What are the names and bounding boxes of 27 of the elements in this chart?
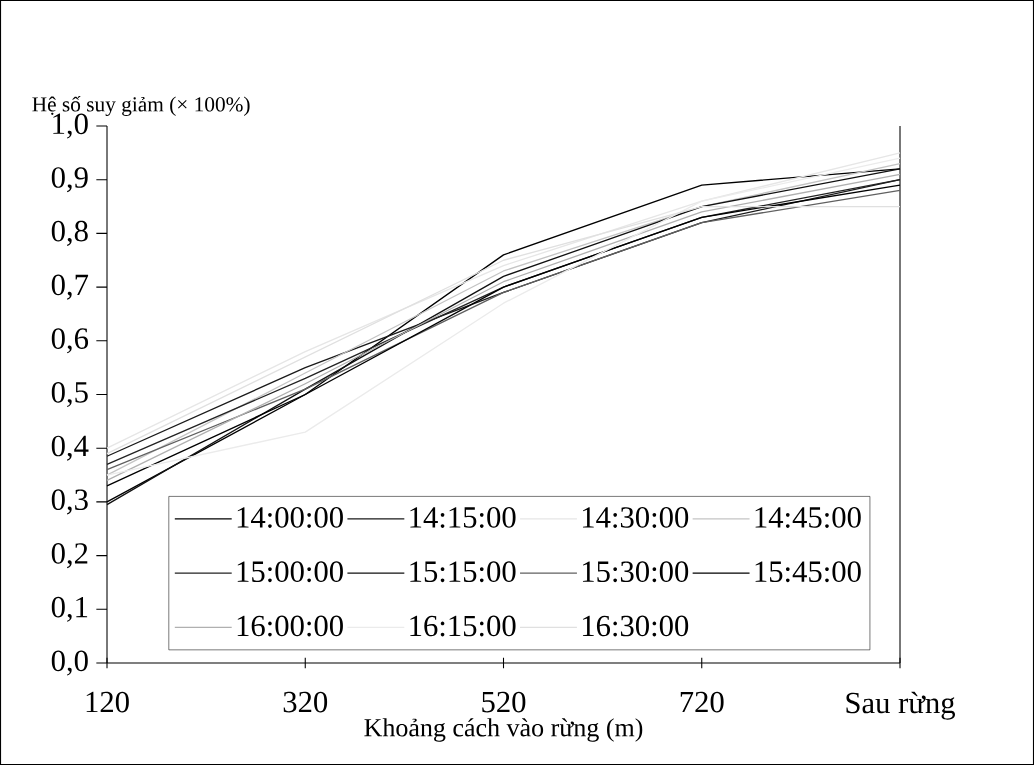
legend-label: 14:15:00 [410,507,516,528]
legend-label: 15:30:00 [582,561,689,583]
legend-label: 16:15:00 [410,615,516,637]
legend-label: 15:45:00 [755,561,861,583]
legend-label: 14:45:00 [755,507,861,528]
x-tick-label: Sau rừng [846,691,956,720]
legend-label: 14:30:00 [582,507,689,528]
x-tick-label: 720 [680,691,724,713]
y-tick-label: 0,6 [51,328,89,354]
y-tick-label: 0,7 [51,274,89,300]
y-tick-label: 0,2 [51,543,88,569]
y-tick-label: 0,8 [51,220,88,246]
legend-label: 16:00:00 [237,615,343,637]
x-tick-label: 120 [86,691,129,713]
x-tick-label: 320 [283,691,328,713]
legend-label: 15:15:00 [410,561,516,583]
y-tick-label: 0,1 [51,596,88,622]
x-tick-label: 520 [482,691,526,713]
legend-label: 16:30:00 [582,615,689,637]
x-axis-title: Khoảng cách vào rừng (m) [364,718,643,742]
y-tick-label: 0,0 [51,650,88,676]
y-tick-label: 0,9 [51,167,88,193]
y-tick-label: 0,4 [51,435,89,461]
y-tick-label: 0,3 [51,489,88,515]
legend-label: 14:00:00 [237,507,343,528]
legend-label: 15:00:00 [237,561,343,583]
y-tick-label: 0,5 [51,381,88,408]
